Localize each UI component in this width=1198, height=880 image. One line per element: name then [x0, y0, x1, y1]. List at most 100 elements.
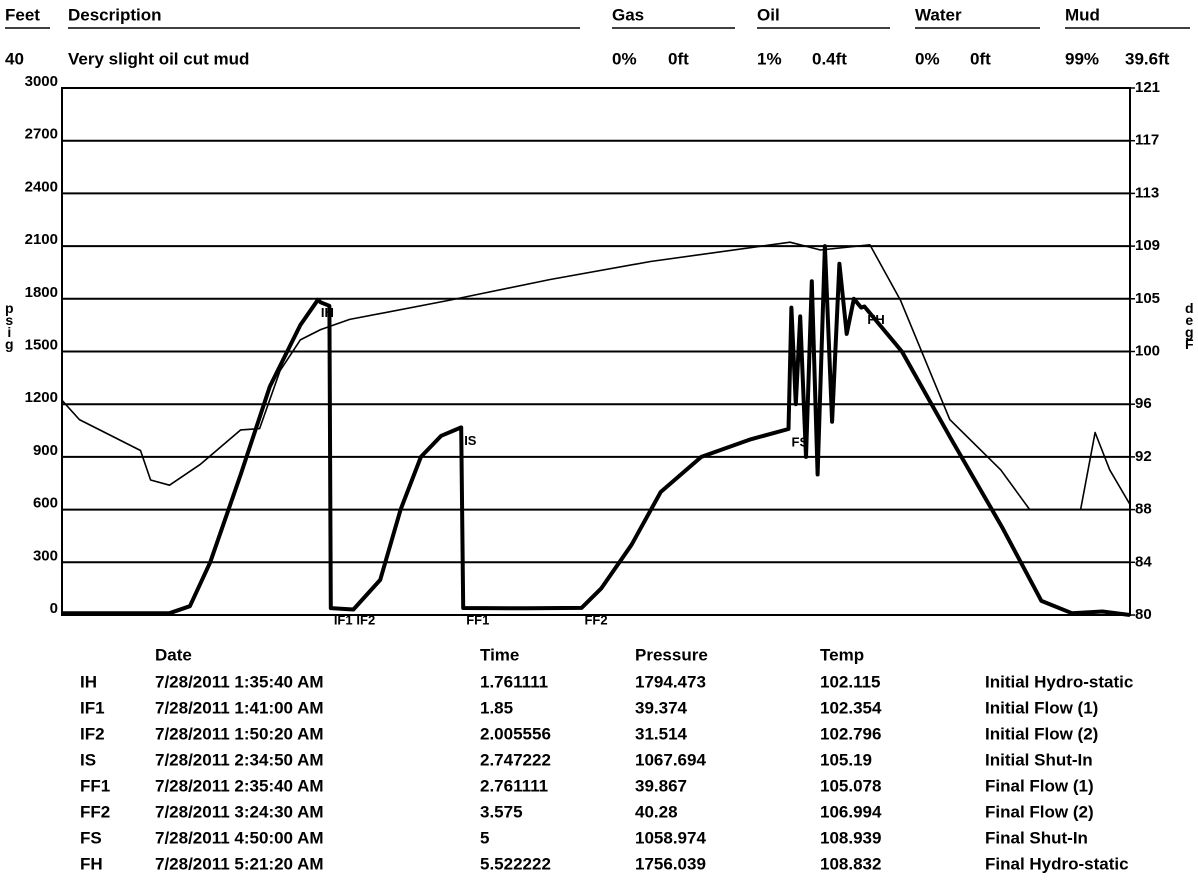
- event-marker-label: IS: [464, 433, 477, 448]
- y-tick-label: 0: [50, 600, 58, 617]
- events-cell: 1756.039: [635, 854, 706, 873]
- recovery-header: Feet: [5, 5, 40, 24]
- events-cell: 102.354: [820, 698, 882, 717]
- y2-tick-label: 88: [1135, 501, 1152, 518]
- recovery-cell: 99%: [1065, 49, 1099, 68]
- events-cell: 7/28/2011 1:50:20 AM: [155, 724, 324, 743]
- events-cell: 1.85: [480, 698, 513, 717]
- events-cell: 102.796: [820, 724, 881, 743]
- events-cell: 1794.473: [635, 672, 706, 691]
- events-cell: Final Hydro-static: [985, 854, 1129, 873]
- event-marker-label: IH: [321, 305, 334, 320]
- events-cell: IS: [80, 750, 96, 769]
- event-marker-label: FS: [792, 434, 809, 449]
- events-cell: FF2: [80, 802, 110, 821]
- series-line: [62, 244, 1131, 617]
- y-tick-label: 2400: [25, 178, 58, 195]
- recovery-header: Gas: [612, 5, 644, 24]
- events-cell: 108.939: [820, 828, 881, 847]
- events-cell: 5: [480, 828, 489, 847]
- events-cell: Initial Flow (1): [985, 698, 1098, 717]
- recovery-header: Oil: [757, 5, 780, 24]
- y-tick-label: 900: [33, 442, 58, 459]
- events-cell: 7/28/2011 4:50:00 AM: [155, 828, 324, 847]
- events-cell: 2.005556: [480, 724, 551, 743]
- events-cell: 105.078: [820, 776, 881, 795]
- events-cell: IF2: [80, 724, 105, 743]
- y-tick-label: 2100: [25, 231, 58, 248]
- event-marker-label: FF2: [584, 612, 607, 627]
- recovery-header: Mud: [1065, 5, 1100, 24]
- events-cell: 108.832: [820, 854, 881, 873]
- events-cell: 102.115: [820, 672, 881, 691]
- events-cell: Final Shut-In: [985, 828, 1088, 847]
- events-cell: 2.761111: [480, 776, 548, 795]
- events-cell: FH: [80, 854, 103, 873]
- y2-axis-label: degF: [1181, 300, 1197, 349]
- events-cell: 7/28/2011 1:35:40 AM: [155, 672, 324, 691]
- event-marker-label: IF2: [356, 612, 375, 627]
- events-cell: 1067.694: [635, 750, 706, 769]
- events-cell: 31.514: [635, 724, 688, 743]
- events-header: Time: [480, 645, 519, 664]
- recovery-cell: 1%: [757, 49, 782, 68]
- events-cell: Final Flow (1): [985, 776, 1094, 795]
- y-tick-label: 1500: [25, 336, 58, 353]
- y2-tick-label: 92: [1135, 448, 1152, 465]
- y-tick-label: 600: [33, 495, 58, 512]
- y2-tick-label: 105: [1135, 290, 1160, 307]
- recovery-cell: 40: [5, 49, 24, 68]
- y-tick-label: 300: [33, 547, 58, 564]
- recovery-cell: 0ft: [970, 49, 991, 68]
- events-cell: 105.19: [820, 750, 872, 769]
- recovery-cell: 0%: [612, 49, 637, 68]
- events-cell: FS: [80, 828, 102, 847]
- events-cell: 106.994: [820, 802, 882, 821]
- events-cell: 5.522222: [480, 854, 551, 873]
- events-cell: 7/28/2011 5:21:20 AM: [155, 854, 324, 873]
- events-cell: 2.747222: [480, 750, 551, 769]
- y2-tick-label: 121: [1135, 79, 1160, 96]
- events-cell: IH: [80, 672, 97, 691]
- events-header: Pressure: [635, 645, 708, 664]
- events-cell: 1058.974: [635, 828, 706, 847]
- y2-tick-label: 84: [1135, 553, 1152, 570]
- recovery-cell: 0%: [915, 49, 940, 68]
- events-cell: 40.28: [635, 802, 678, 821]
- events-cell: Final Flow (2): [985, 802, 1094, 821]
- events-cell: IF1: [80, 698, 105, 717]
- recovery-cell: 39.6ft: [1125, 49, 1170, 68]
- events-cell: 7/28/2011 1:41:00 AM: [155, 698, 324, 717]
- y-axis-label: psig: [1, 300, 17, 352]
- event-marker-label: FH: [867, 312, 884, 327]
- events-header: Temp: [820, 645, 864, 664]
- events-cell: Initial Flow (2): [985, 724, 1098, 743]
- events-cell: 39.374: [635, 698, 688, 717]
- events-cell: 7/28/2011 2:34:50 AM: [155, 750, 324, 769]
- events-cell: FF1: [80, 776, 110, 795]
- events-cell: 1.761111: [480, 672, 548, 691]
- events-cell: Initial Hydro-static: [985, 672, 1133, 691]
- recovery-header: Description: [68, 5, 162, 24]
- y-tick-label: 1800: [25, 284, 58, 301]
- y2-tick-label: 100: [1135, 342, 1160, 359]
- recovery-cell: 0.4ft: [812, 49, 847, 68]
- events-cell: 7/28/2011 3:24:30 AM: [155, 802, 324, 821]
- y2-tick-label: 117: [1135, 132, 1159, 149]
- y-tick-label: 1200: [25, 389, 58, 406]
- y-tick-label: 3000: [25, 73, 58, 90]
- events-cell: 39.867: [635, 776, 687, 795]
- series-line: [61, 241, 1131, 511]
- y2-tick-label: 113: [1135, 184, 1159, 201]
- y2-tick-label: 96: [1135, 395, 1152, 412]
- event-marker-label: FF1: [466, 612, 489, 627]
- events-cell: 7/28/2011 2:35:40 AM: [155, 776, 324, 795]
- y2-tick-label: 80: [1135, 606, 1152, 623]
- event-marker-label: IF1: [334, 612, 353, 627]
- y-tick-label: 2700: [25, 126, 58, 143]
- events-header: Date: [155, 645, 192, 664]
- recovery-cell: Very slight oil cut mud: [68, 49, 249, 68]
